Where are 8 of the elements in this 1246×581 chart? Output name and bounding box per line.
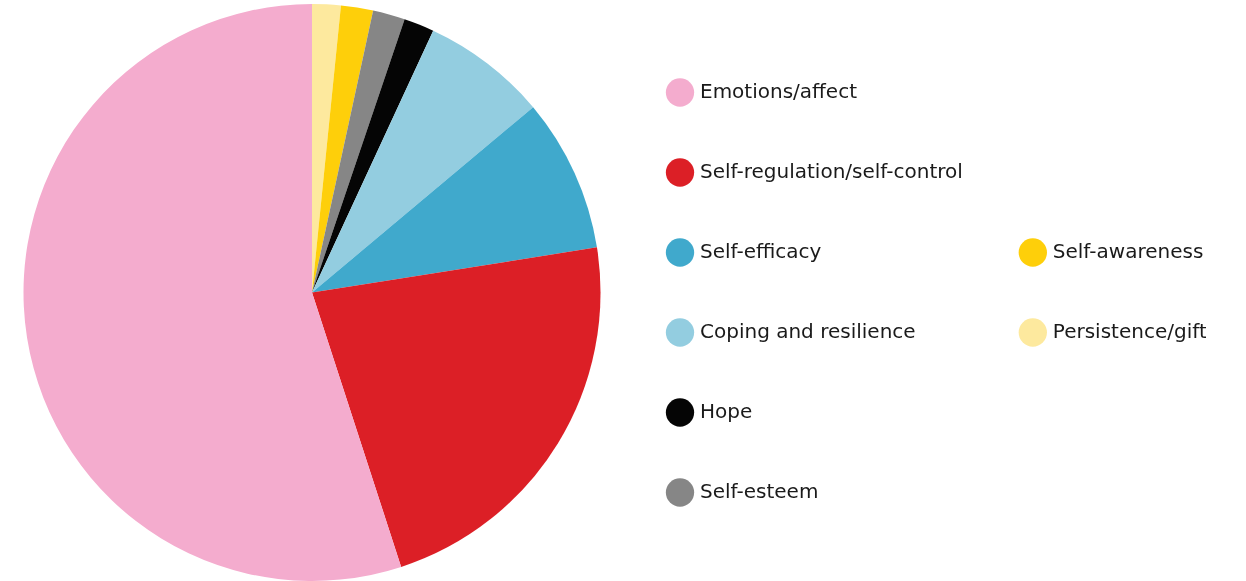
legend-label: Self-esteem	[700, 478, 819, 503]
legend-label: Self-regulation/self-control	[700, 158, 963, 183]
legend-label: Self-awareness	[1052, 238, 1204, 263]
legend-label: Self-efficacy	[700, 238, 822, 263]
legend-label: Hope	[700, 398, 753, 423]
legend-label: Emotions/affect	[700, 78, 858, 103]
legend-label: Persistence/gift	[1052, 318, 1207, 343]
legend-label: Coping and resilience	[700, 318, 916, 343]
